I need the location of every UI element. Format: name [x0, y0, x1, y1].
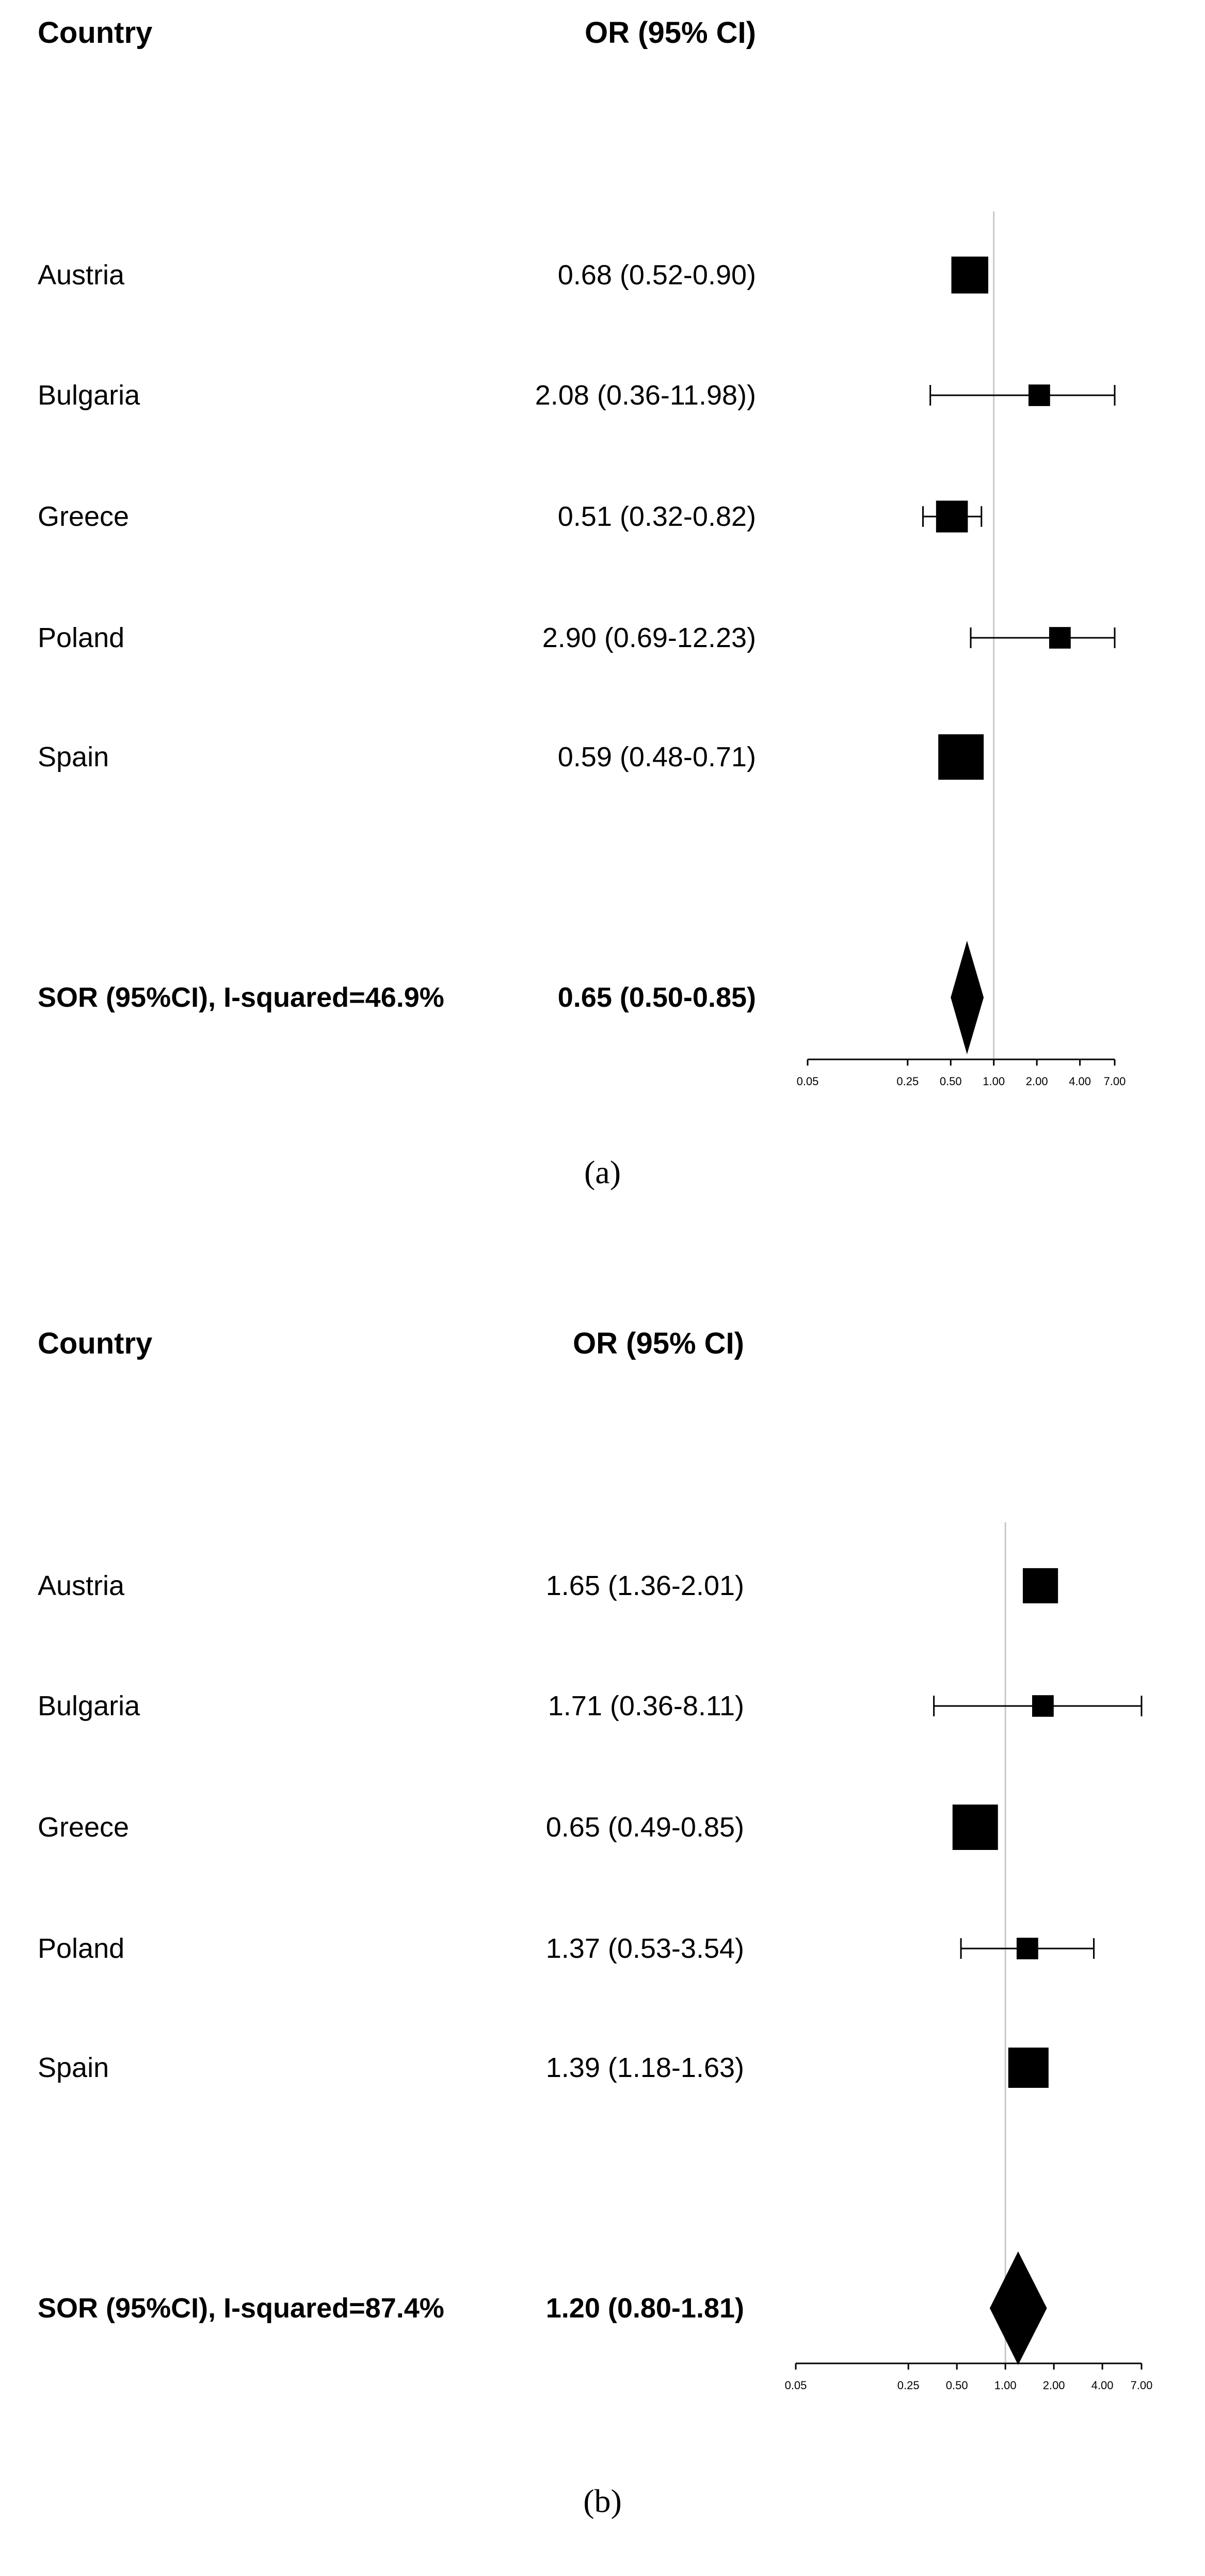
- row-or-value: 0.65 (0.49-0.85): [545, 1812, 744, 1843]
- forest-plot-graphic: 0.05 0.25 0.50 1.00 2.00 4.00 7.00: [785, 1522, 1153, 2392]
- column-header-or: OR (95% CI): [573, 1327, 744, 1360]
- point-estimate-square: [1022, 1568, 1058, 1604]
- x-axis-tick-label: 2.00: [1043, 2379, 1065, 2392]
- point-estimate-square: [952, 1805, 998, 1850]
- x-axis-tick-label: 4.00: [1091, 2379, 1114, 2392]
- row-or-value: 0.68 (0.52-0.90): [557, 260, 756, 291]
- x-axis-tick-label: 7.00: [1131, 2379, 1153, 2392]
- row-country: Poland: [38, 622, 125, 653]
- forest-plot-a: Country OR (95% CI) Austria 0.68 (0.52-0…: [0, 0, 1205, 1280]
- forest-plot-b: Country OR (95% CI) Austria 1.65 (1.36-2…: [0, 1311, 1205, 2576]
- x-axis-tick-label: 0.25: [897, 2379, 920, 2392]
- x-axis-tick-label: 7.00: [1104, 1075, 1126, 1088]
- x-axis-tick-label: 0.25: [896, 1075, 919, 1088]
- row-or-value: 0.59 (0.48-0.71): [557, 742, 756, 772]
- row-country: Austria: [38, 1570, 125, 1601]
- row-country: Austria: [38, 260, 125, 291]
- point-estimate-square: [1016, 1938, 1038, 1959]
- column-header-country: Country: [38, 16, 153, 50]
- x-axis-tick-label: 4.00: [1069, 1075, 1091, 1088]
- x-axis-tick-label: 1.00: [994, 2379, 1017, 2392]
- row-or-value: 2.08 (0.36-11.98)): [535, 380, 756, 411]
- row-or-value: 1.71 (0.36-8.11): [548, 1691, 744, 1721]
- row-or-value: 0.51 (0.32-0.82): [557, 501, 756, 532]
- x-axis-tick-label: 0.05: [785, 2379, 807, 2392]
- point-estimate-square: [936, 501, 968, 533]
- point-estimate-square: [1028, 384, 1050, 406]
- column-header-or: OR (95% CI): [585, 16, 756, 50]
- point-estimate-square: [951, 256, 989, 294]
- x-axis-tick-label: 0.50: [940, 1075, 962, 1088]
- x-axis-tick-label: 2.00: [1026, 1075, 1048, 1088]
- row-country: Bulgaria: [38, 380, 140, 411]
- summary-diamond: [989, 2251, 1047, 2365]
- row-country: Poland: [38, 1933, 125, 1964]
- summary-label: SOR (95%CI), I-squared=87.4%: [38, 2293, 444, 2324]
- summary-value: 1.20 (0.80-1.81): [545, 2293, 744, 2324]
- point-estimate-square: [938, 734, 984, 780]
- x-axis-tick-label: 1.00: [983, 1075, 1005, 1088]
- row-country: Spain: [38, 742, 109, 772]
- figure-caption: (b): [583, 2483, 622, 2519]
- point-estimate-square: [1032, 1695, 1054, 1717]
- row-country: Spain: [38, 2052, 109, 2083]
- row-or-value: 1.39 (1.18-1.63): [545, 2052, 744, 2083]
- row-country: Bulgaria: [38, 1691, 140, 1721]
- forest-plot-graphic: 0.05 0.25 0.50 1.00 2.00 4.00 7.00: [797, 212, 1126, 1088]
- summary-diamond: [951, 941, 984, 1054]
- x-axis-tick-label: 0.05: [797, 1075, 819, 1088]
- point-estimate-square: [1049, 627, 1071, 649]
- summary-value: 0.65 (0.50-0.85): [557, 982, 756, 1013]
- row-country: Greece: [38, 1812, 130, 1843]
- summary-label: SOR (95%CI), I-squared=46.9%: [38, 982, 444, 1013]
- figure-caption: (a): [584, 1154, 621, 1190]
- row-or-value: 2.90 (0.69-12.23): [542, 622, 756, 653]
- x-axis-tick-label: 0.50: [946, 2379, 968, 2392]
- point-estimate-square: [1008, 2047, 1049, 2088]
- row-or-value: 1.37 (0.53-3.54): [545, 1933, 744, 1964]
- row-country: Greece: [38, 501, 130, 532]
- row-or-value: 1.65 (1.36-2.01): [545, 1570, 744, 1601]
- column-header-country: Country: [38, 1327, 153, 1360]
